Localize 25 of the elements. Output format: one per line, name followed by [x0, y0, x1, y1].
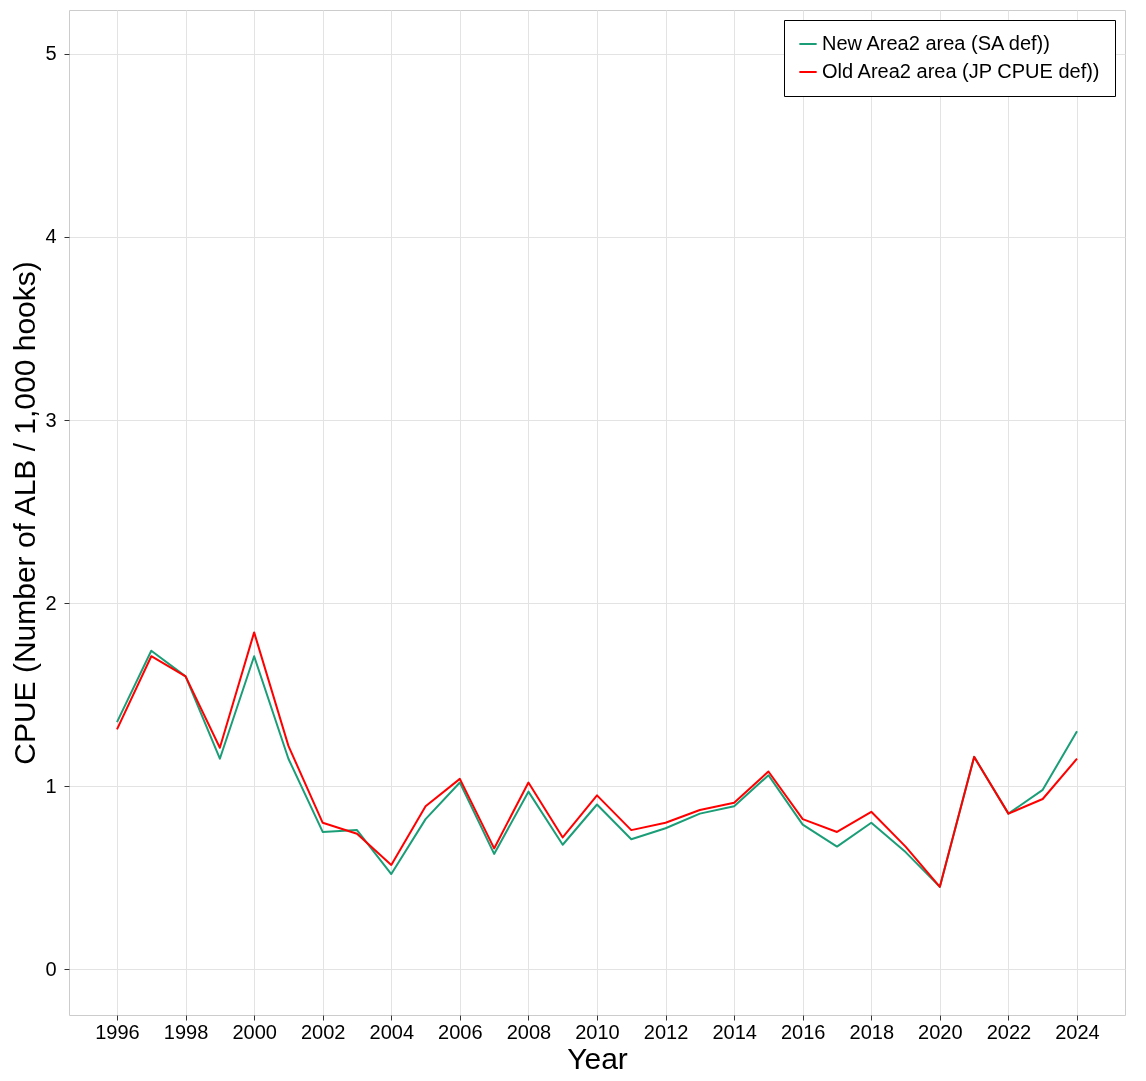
x-tick-label: 2010 [575, 1020, 620, 1043]
x-tick-label: 1998 [163, 1020, 209, 1043]
legend-label: New Area2 area (SA def)) [822, 32, 1050, 54]
y-tick-label: 2 [45, 591, 57, 614]
x-tick-label: 2000 [232, 1020, 277, 1043]
x-tick-label: 2004 [369, 1020, 415, 1043]
x-tick-label: 1996 [95, 1020, 140, 1043]
y-tick-label: 1 [45, 774, 57, 797]
x-tick-label: 2016 [780, 1020, 826, 1043]
x-tick-label: 2002 [300, 1020, 346, 1043]
x-tick-label: 2024 [1055, 1020, 1100, 1043]
y-tick-label: 5 [45, 42, 57, 65]
legend-label: Old Area2 area (JP CPUE def)) [822, 60, 1100, 82]
x-tick-label: 2012 [643, 1020, 689, 1043]
x-tick-label: 2022 [986, 1020, 1032, 1043]
x-tick-label: 2014 [712, 1020, 757, 1043]
y-tick-label: 4 [45, 225, 57, 248]
x-tick-label: 2008 [506, 1020, 552, 1043]
x-tick-label: 2020 [918, 1020, 963, 1043]
x-axis-title: Year [567, 1041, 628, 1075]
y-tick-label: 0 [45, 957, 57, 980]
x-tick-label: 2006 [438, 1020, 483, 1043]
x-tick-label: 2018 [849, 1020, 895, 1043]
y-axis-title: CPUE (Number of ALB / 1,000 hooks) [8, 261, 42, 765]
y-tick-label: 3 [45, 408, 57, 431]
